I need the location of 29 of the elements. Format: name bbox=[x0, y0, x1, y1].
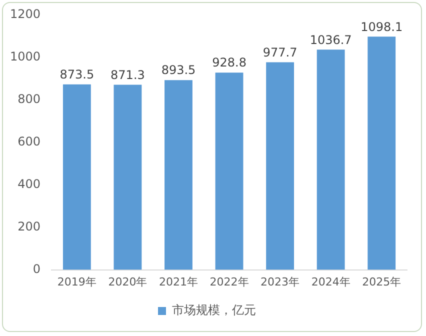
bar bbox=[62, 84, 91, 270]
x-tick-label: 2021年 bbox=[158, 275, 198, 288]
data-label: 873.5 bbox=[60, 67, 94, 82]
legend-label: 市场规模，亿元 bbox=[172, 303, 256, 318]
bar bbox=[114, 84, 142, 270]
y-tick-label: 200 bbox=[18, 219, 41, 234]
x-tick-label: 2024年 bbox=[311, 275, 350, 288]
data-label: 1098.1 bbox=[360, 20, 403, 34]
data-label: 871.3 bbox=[110, 68, 145, 82]
y-tick-label: 600 bbox=[18, 134, 41, 149]
x-tick-label: 2019年 bbox=[57, 275, 96, 288]
bar bbox=[316, 50, 345, 270]
x-tick-label: 2025年 bbox=[362, 275, 402, 288]
x-tick-label: 2020年 bbox=[108, 275, 148, 288]
bar bbox=[215, 72, 244, 270]
y-tick-label: 0 bbox=[32, 262, 41, 276]
bar bbox=[368, 36, 396, 270]
y-tick-label: 1000 bbox=[10, 50, 41, 64]
bar bbox=[266, 62, 294, 270]
y-tick-label: 1200 bbox=[10, 7, 41, 22]
data-label: 1036.7 bbox=[310, 32, 352, 47]
data-label: 928.8 bbox=[212, 56, 246, 70]
x-tick-label: 2022年 bbox=[210, 275, 249, 288]
y-tick-label: 400 bbox=[18, 176, 41, 191]
x-tick-label: 2023年 bbox=[260, 275, 300, 288]
bar bbox=[164, 80, 192, 270]
data-label: 893.5 bbox=[161, 63, 196, 78]
data-label: 977.7 bbox=[262, 45, 298, 60]
y-tick-label: 800 bbox=[18, 92, 41, 106]
